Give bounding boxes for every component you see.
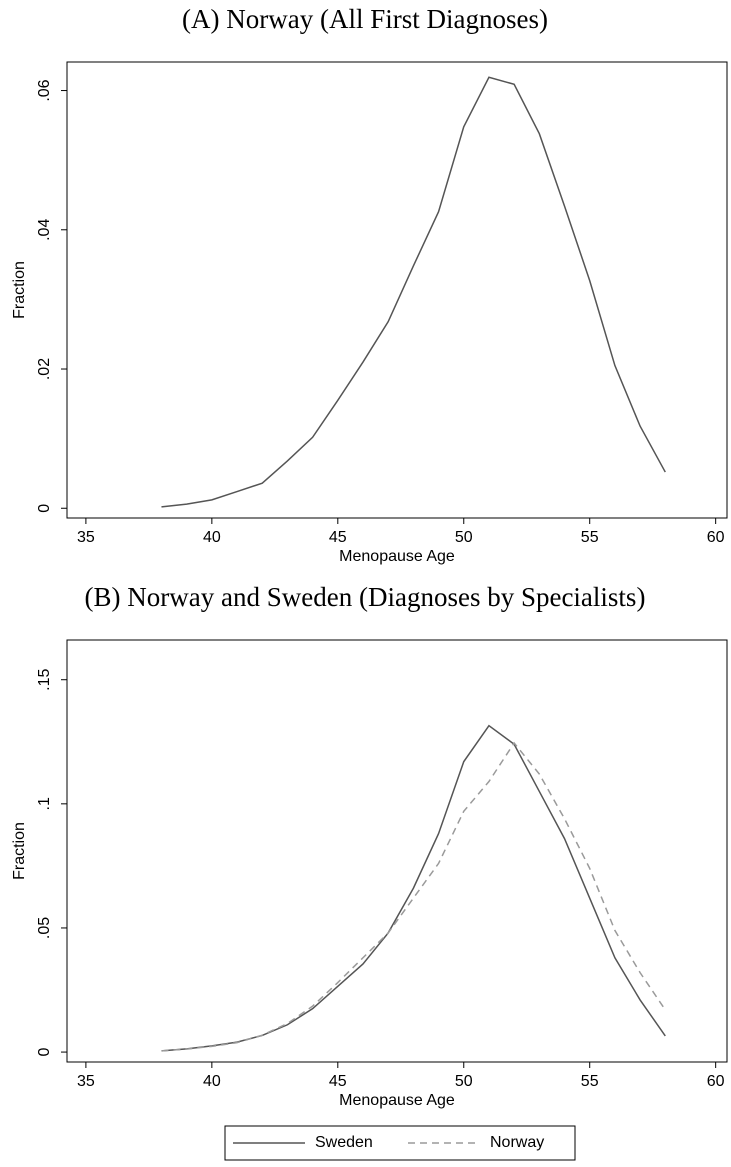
y-tick-label: .15	[36, 668, 53, 690]
legend-box	[224, 1125, 576, 1161]
y-tick-label: .1	[36, 797, 53, 810]
plot-frame	[66, 61, 728, 519]
x-axis-label: Menopause Age	[339, 1092, 455, 1109]
x-tick-label: 60	[707, 529, 725, 546]
line-series	[161, 724, 666, 1052]
x-tick-label: 45	[329, 1073, 347, 1090]
x-tick-label: 40	[203, 1073, 221, 1090]
legend-label: Norway	[490, 1134, 544, 1151]
x-axis-label: Menopause Age	[339, 548, 455, 565]
x-tick-label: 35	[77, 529, 95, 546]
chart-title: (A) Norway (All First Diagnoses)	[182, 4, 548, 34]
y-tick-label: .06	[36, 79, 53, 101]
x-tick-label: 50	[455, 529, 473, 546]
legend-label: Sweden	[315, 1134, 373, 1151]
y-tick-label: .02	[36, 358, 53, 380]
x-tick-label: 45	[329, 529, 347, 546]
y-tick-label: 0	[36, 1048, 53, 1057]
x-tick-label: 35	[77, 1073, 95, 1090]
x-tick-label: 60	[707, 1073, 725, 1090]
y-tick-label: .05	[36, 917, 53, 939]
chart-title: (B) Norway and Sweden (Diagnoses by Spec…	[85, 582, 646, 612]
y-tick-label: .04	[36, 219, 53, 241]
x-tick-label: 55	[581, 1073, 599, 1090]
x-tick-label: 50	[455, 1073, 473, 1090]
x-tick-label: 40	[203, 529, 221, 546]
y-axis-label: Fraction	[11, 261, 28, 319]
y-axis-label: Fraction	[11, 822, 28, 880]
line-series	[161, 76, 666, 508]
y-tick-label: 0	[36, 504, 53, 513]
x-tick-label: 55	[581, 529, 599, 546]
line-series	[161, 741, 666, 1052]
plot-frame	[66, 639, 728, 1063]
